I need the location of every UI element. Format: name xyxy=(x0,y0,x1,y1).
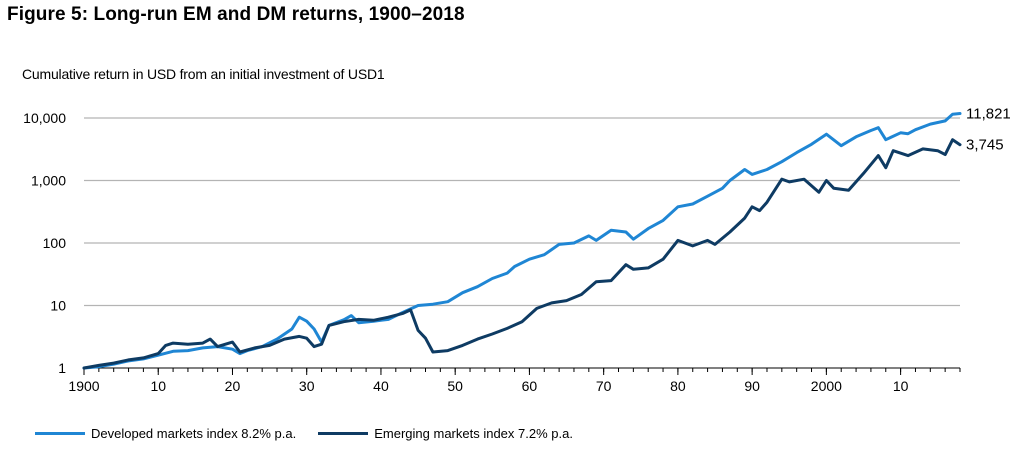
chart-legend: Developed markets index 8.2% p.a. Emergi… xyxy=(35,426,595,441)
y-tick-label-10000: 10,000 xyxy=(23,110,66,126)
end-label-dm: 11,821 xyxy=(966,105,1011,122)
x-tick-label-1970: 70 xyxy=(596,378,612,394)
y-tick-label-10: 10 xyxy=(50,298,66,314)
figure-title: Figure 5: Long-run EM and DM returns, 19… xyxy=(7,4,465,25)
x-tick-label-1910: 10 xyxy=(150,378,166,394)
x-tick-label-1900: 1900 xyxy=(68,378,99,394)
legend-item-dm: Developed markets index 8.2% p.a. xyxy=(35,426,296,441)
series-line-em xyxy=(82,138,962,370)
x-tick-label-2010: 10 xyxy=(893,378,909,394)
x-tick-label-1980: 80 xyxy=(670,378,686,394)
x-tick-label-1990: 90 xyxy=(744,378,760,394)
chart-subtitle: Cumulative return in USD from an initial… xyxy=(22,66,385,82)
x-tick-label-1920: 20 xyxy=(225,378,241,394)
legend-item-em: Emerging markets index 7.2% p.a. xyxy=(318,426,573,441)
legend-label-dm: Developed markets index 8.2% p.a. xyxy=(91,426,297,441)
legend-swatch-dm xyxy=(35,432,85,435)
legend-swatch-em xyxy=(318,432,369,435)
y-tick-label-1000: 1,000 xyxy=(31,173,66,189)
y-tick-label-100: 100 xyxy=(43,235,67,251)
x-tick-label-1960: 60 xyxy=(522,378,538,394)
end-label-em: 3,745 xyxy=(966,137,1004,154)
x-tick-label-1950: 50 xyxy=(447,378,463,394)
x-tick-label-1930: 30 xyxy=(299,378,315,394)
series-line-dm xyxy=(82,112,962,370)
y-tick-label-1: 1 xyxy=(58,360,66,376)
x-tick-label-1940: 40 xyxy=(373,378,389,394)
x-tick-label-2000: 2000 xyxy=(811,378,842,394)
legend-label-em: Emerging markets index 7.2% p.a. xyxy=(374,426,573,441)
